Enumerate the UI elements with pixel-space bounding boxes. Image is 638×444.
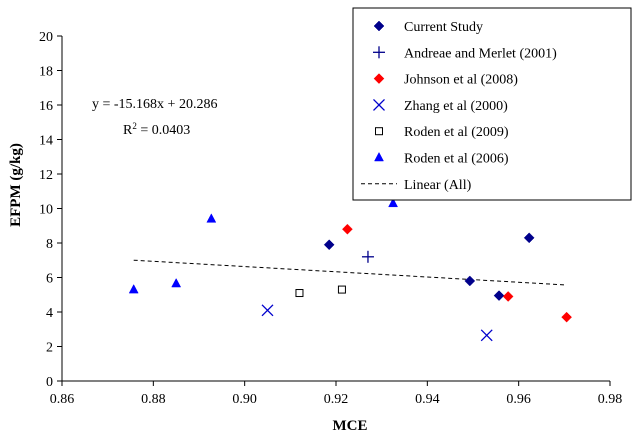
data-point xyxy=(361,250,374,263)
data-point xyxy=(342,223,353,235)
legend-item: Linear (All) xyxy=(361,178,472,193)
data-point xyxy=(206,213,217,223)
legend-box xyxy=(352,7,632,201)
legend-label: Andreae and Merlet (2001) xyxy=(404,46,557,61)
series-3 xyxy=(261,304,493,342)
x-tick-label: 0.98 xyxy=(598,392,623,407)
data-marks xyxy=(128,197,572,342)
x-tick-label: 0.86 xyxy=(50,392,75,407)
x-tick-label: 0.92 xyxy=(324,392,349,407)
data-point xyxy=(561,311,572,323)
data-point xyxy=(337,285,346,294)
y-tick-label: 14 xyxy=(39,134,53,149)
legend-label: Current Study xyxy=(404,20,483,35)
r-squared-exponent: 2 xyxy=(132,121,137,131)
legend-marker xyxy=(374,151,384,162)
x-tick-label: 0.90 xyxy=(232,392,257,407)
axes: 0 2 4 6 8 10 12 14 16 18 20 0.86 0.88 0.90 0.92 0.94 0.9… xyxy=(39,30,622,407)
x-tick-label: 0.88 xyxy=(141,392,166,407)
x-stroke-b xyxy=(480,329,493,342)
x-stroke-b xyxy=(261,304,274,317)
legend-item: Roden et al (2009) xyxy=(375,125,509,140)
legend-marker xyxy=(373,73,385,84)
y-tick-label: 0 xyxy=(46,375,53,390)
y-tick-label: 20 xyxy=(39,30,53,45)
legend-label: Roden et al (2006) xyxy=(404,152,509,167)
series-4 xyxy=(295,285,346,298)
y-tick-label: 4 xyxy=(46,306,53,321)
data-point xyxy=(261,304,274,317)
legend-marker xyxy=(373,46,385,59)
y-axis-label: EFPM (g/kg) xyxy=(8,143,24,227)
legend-marker xyxy=(373,20,385,32)
y-tick-label: 8 xyxy=(46,237,53,252)
data-point xyxy=(464,275,476,287)
legend-item: Andreae and Merlet (2001) xyxy=(373,46,557,61)
r-squared-value: = 0.0403 xyxy=(137,123,190,138)
x-axis-label: MCE xyxy=(333,418,368,434)
data-point xyxy=(295,289,304,298)
series-0 xyxy=(323,232,535,301)
y-tick-label: 2 xyxy=(46,341,53,356)
x-stroke-b xyxy=(373,98,385,111)
data-point xyxy=(323,239,335,251)
legend-label: Zhang et al (2000) xyxy=(404,99,508,114)
trendline xyxy=(133,259,567,286)
legend: Current Study Andreae and Merlet (2001) Jo… xyxy=(352,7,632,201)
data-point xyxy=(388,197,398,208)
data-point xyxy=(128,284,139,294)
data-point xyxy=(171,278,182,288)
data-point xyxy=(523,232,535,244)
x-tick-label: 0.96 xyxy=(506,392,531,407)
legend-item: Zhang et al (2000) xyxy=(373,98,508,114)
legend-label: Roden et al (2009) xyxy=(404,125,509,140)
y-tick-label: 10 xyxy=(39,203,53,218)
data-point xyxy=(493,290,505,301)
legend-item: Johnson et al (2008) xyxy=(373,73,518,88)
legend-label: Linear (All) xyxy=(404,178,472,193)
r-squared-symbol: R xyxy=(123,123,133,138)
legend-item: Roden et al (2006) xyxy=(374,151,509,167)
legend-item: Current Study xyxy=(373,20,483,35)
x-tick-label: 0.94 xyxy=(415,392,440,407)
y-tick-label: 6 xyxy=(46,272,53,287)
legend-marker xyxy=(375,127,383,136)
y-tick-label: 18 xyxy=(39,65,53,80)
r-squared-label: R2 = 0.0403 xyxy=(123,121,190,138)
data-point xyxy=(480,329,493,342)
y-tick-label: 16 xyxy=(39,99,53,114)
data-point xyxy=(502,291,514,302)
trendline-equation: y = -15.168x + 20.286 xyxy=(92,97,217,112)
legend-label: Johnson et al (2008) xyxy=(404,73,518,88)
legend-marker xyxy=(373,98,385,111)
series-2 xyxy=(342,223,572,323)
plot-area xyxy=(133,259,567,286)
y-tick-label: 12 xyxy=(39,168,53,183)
series-5 xyxy=(128,197,398,294)
series-1 xyxy=(361,250,374,263)
